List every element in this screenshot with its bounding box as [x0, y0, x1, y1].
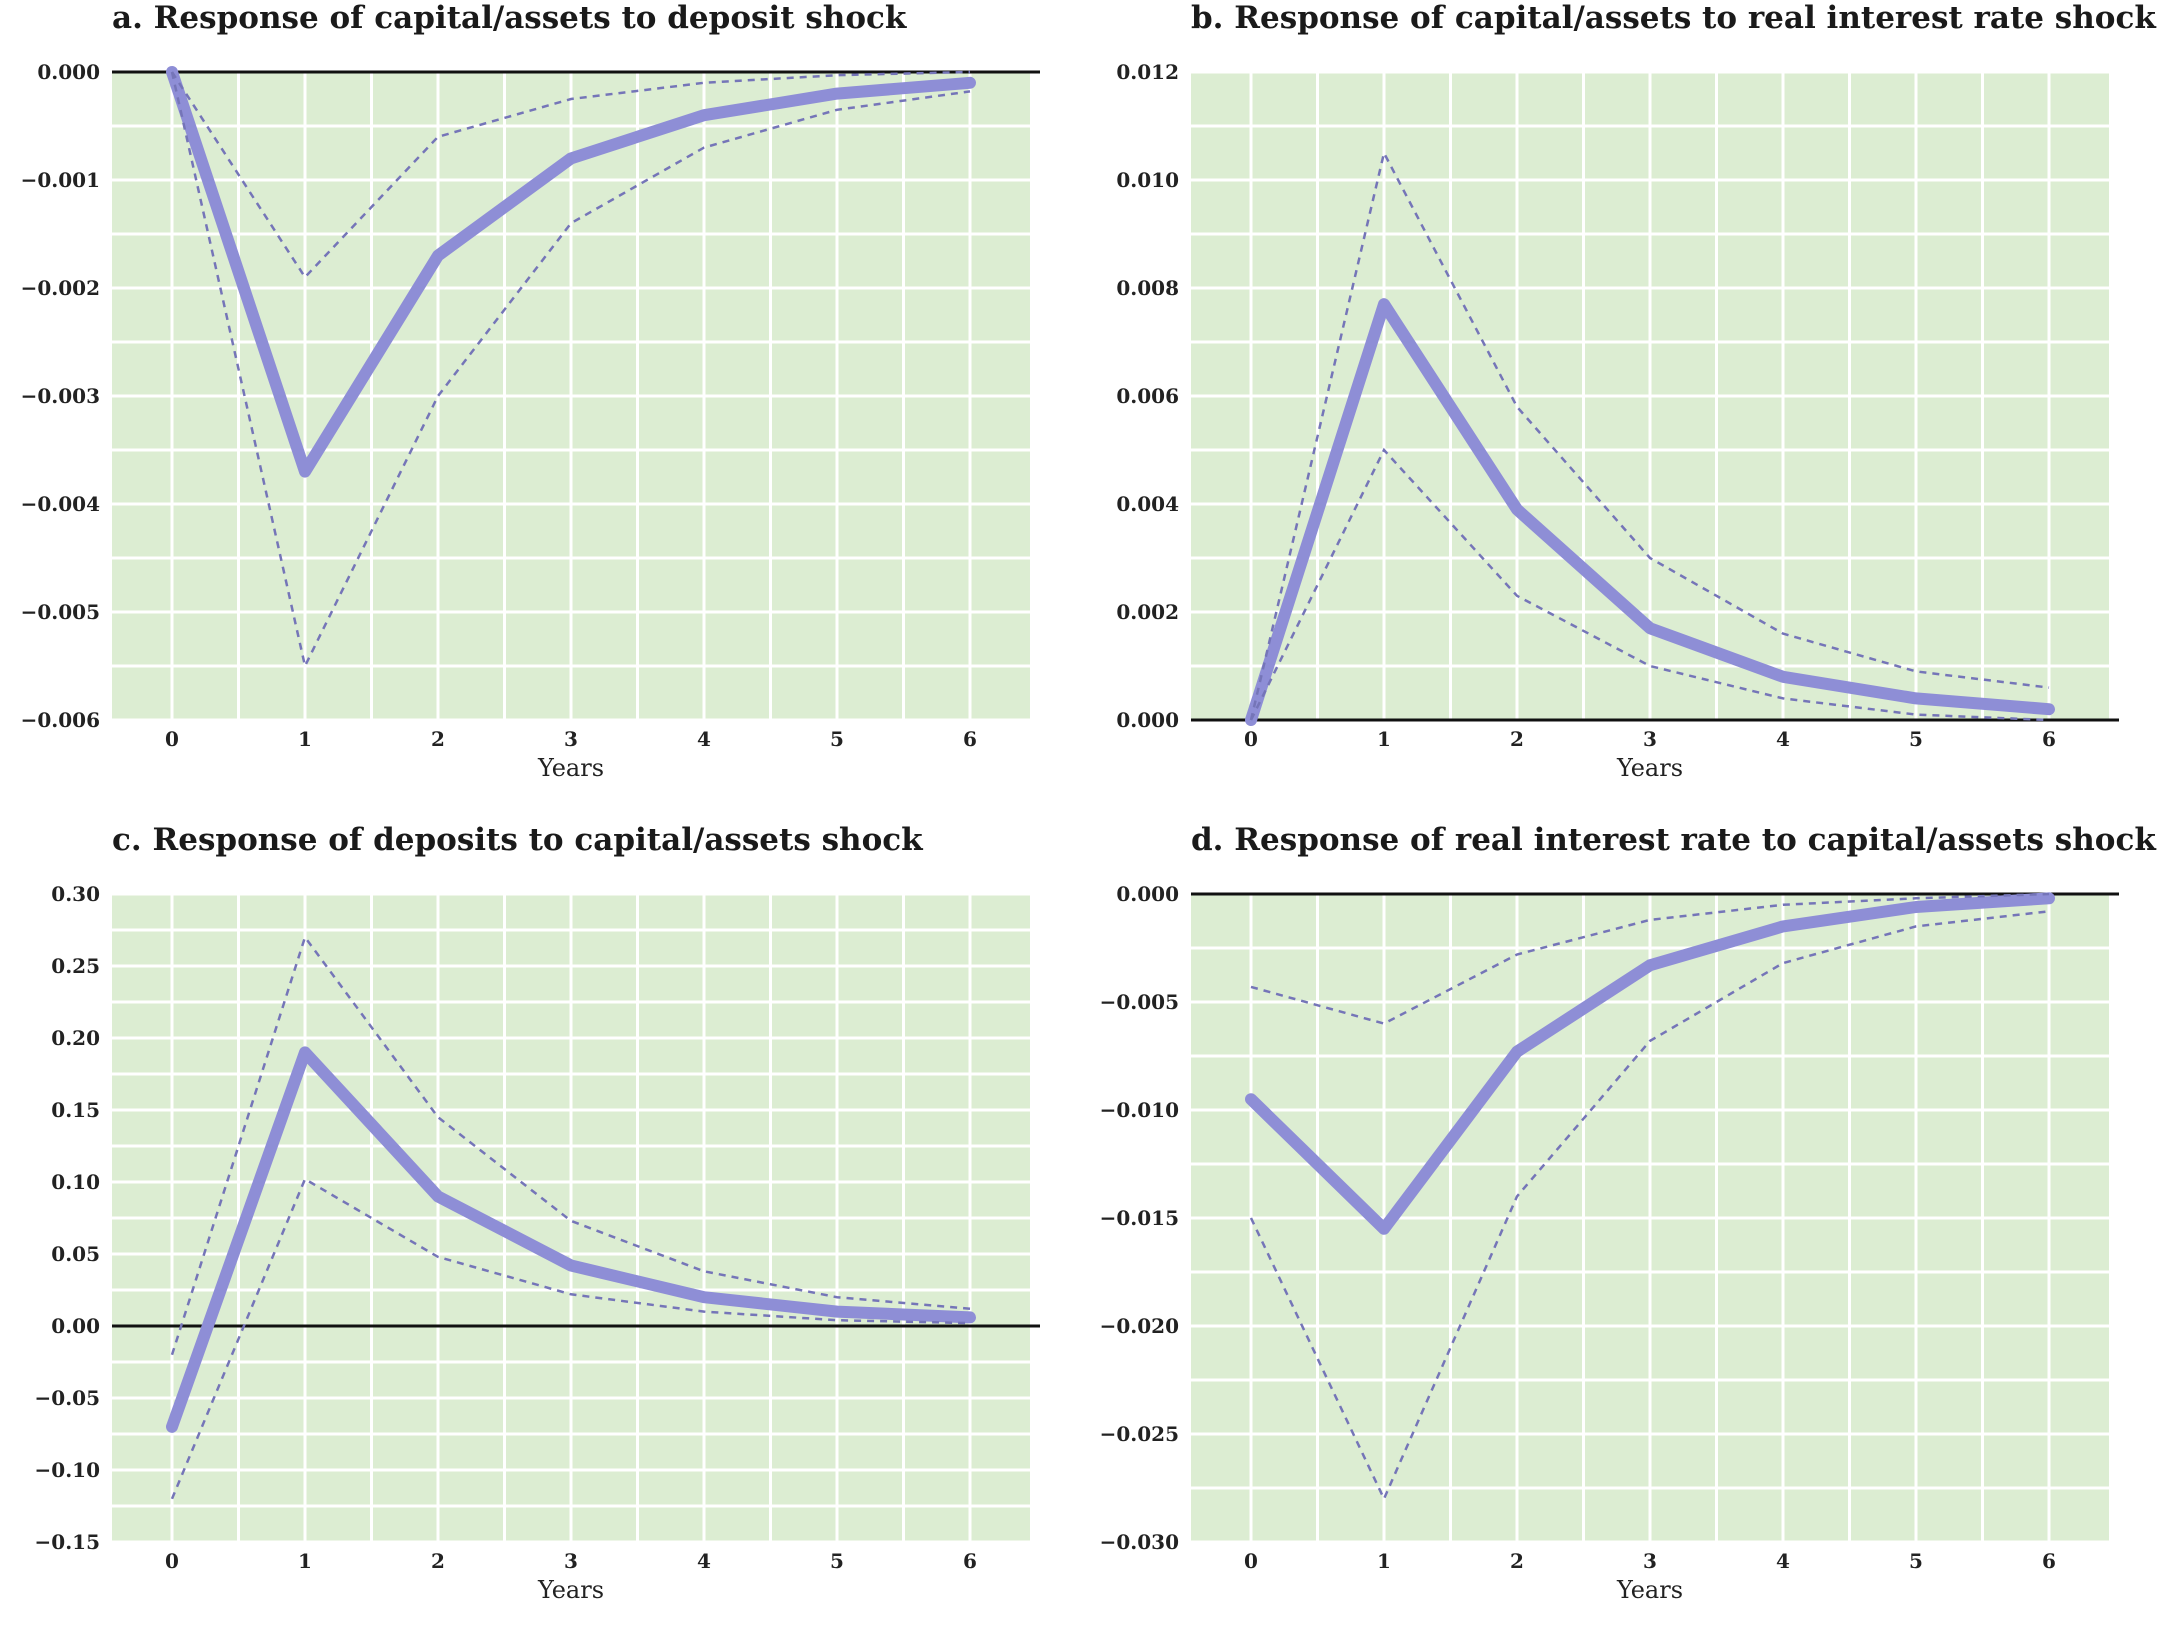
x-tick-label: 3 — [1643, 1549, 1657, 1573]
chart-a: a. Response of capital/assets to deposit… — [21, 0, 1040, 782]
y-tick-label: −0.020 — [1100, 1314, 1179, 1338]
y-tick-label: −0.005 — [21, 600, 100, 624]
y-tick-label: 0.002 — [1116, 600, 1179, 624]
y-tick-label: 0.000 — [1116, 882, 1179, 906]
y-tick-label: 0.000 — [37, 60, 100, 84]
chart-c: c. Response of deposits to capital/asset… — [35, 822, 1040, 1604]
chart-d: d. Response of real interest rate to cap… — [1100, 822, 2157, 1604]
y-tick-label: −0.015 — [1100, 1206, 1179, 1230]
y-tick-label: 0.000 — [1116, 708, 1179, 732]
series-lower-band-line — [170, 1177, 971, 1500]
series-lower-band-line — [1249, 447, 2050, 722]
x-axis-label: Years — [1616, 754, 1683, 782]
panel-c: c. Response of deposits to capital/asset… — [0, 822, 1078, 1644]
y-tick-label: −0.005 — [1100, 990, 1179, 1014]
x-tick-label: 4 — [697, 727, 711, 751]
series-upper-band-line — [1250, 892, 2050, 1025]
y-tick-label: 0.15 — [51, 1098, 100, 1122]
x-tick-label: 5 — [1909, 727, 1923, 751]
x-axis-label: Years — [1616, 1576, 1683, 1604]
y-tick-label: 0.012 — [1116, 60, 1179, 84]
y-tick-label: 0.30 — [51, 882, 100, 906]
x-axis-label: Years — [537, 754, 604, 782]
x-tick-label: 0 — [1244, 1549, 1258, 1573]
chart-b: b. Response of capital/assets to real in… — [1116, 0, 2157, 782]
panel-a: a. Response of capital/assets to deposit… — [0, 0, 1078, 822]
y-tick-label: −0.030 — [1100, 1530, 1179, 1554]
x-tick-label: 2 — [431, 727, 445, 751]
x-tick-label: 4 — [1776, 727, 1790, 751]
x-tick-label: 5 — [830, 1549, 844, 1573]
y-tick-label: −0.05 — [35, 1386, 100, 1410]
y-tick-label: −0.010 — [1100, 1098, 1179, 1122]
y-tick-label: 0.010 — [1116, 168, 1179, 192]
y-tick-label: −0.025 — [1100, 1422, 1179, 1446]
series-lower-band-line — [170, 71, 971, 670]
x-tick-label: 6 — [963, 1549, 977, 1573]
y-tick-label: −0.006 — [21, 708, 100, 732]
chart-title: b. Response of capital/assets to real in… — [1191, 0, 2157, 36]
series-response-line — [1245, 298, 2055, 726]
x-tick-label: 5 — [1909, 1549, 1923, 1573]
x-tick-label: 2 — [1510, 1549, 1524, 1573]
y-tick-label: −0.002 — [21, 276, 100, 300]
series-upper-band-line — [170, 934, 971, 1356]
x-tick-label: 4 — [1776, 1549, 1790, 1573]
x-tick-label: 1 — [298, 1549, 312, 1573]
chart-title: a. Response of capital/assets to deposit… — [112, 0, 908, 36]
y-tick-label: 0.006 — [1116, 384, 1179, 408]
y-tick-label: 0.25 — [51, 954, 100, 978]
y-tick-label: −0.004 — [21, 492, 100, 516]
x-tick-label: 3 — [564, 727, 578, 751]
series-lower-band-line — [1249, 910, 2050, 1502]
x-tick-label: 3 — [1643, 727, 1657, 751]
x-tick-label: 6 — [963, 727, 977, 751]
panel-b: b. Response of capital/assets to real in… — [1079, 0, 2157, 822]
series-response-line — [1245, 892, 2055, 1235]
x-tick-label: 4 — [697, 1549, 711, 1573]
chart-title: d. Response of real interest rate to cap… — [1191, 822, 2157, 858]
series-upper-band-line — [1249, 149, 2050, 721]
y-tick-label: 0.10 — [51, 1170, 100, 1194]
y-tick-label: 0.20 — [51, 1026, 100, 1050]
x-tick-label: 0 — [165, 1549, 179, 1573]
x-tick-label: 6 — [2042, 727, 2056, 751]
y-tick-label: −0.10 — [35, 1458, 100, 1482]
y-tick-label: −0.003 — [21, 384, 100, 408]
y-tick-label: 0.05 — [51, 1242, 100, 1266]
x-tick-label: 5 — [830, 727, 844, 751]
series-upper-band-line — [170, 70, 971, 280]
x-tick-label: 2 — [431, 1549, 445, 1573]
x-axis-label: Years — [537, 1576, 604, 1604]
x-tick-label: 2 — [1510, 727, 1524, 751]
y-tick-label: 0.008 — [1116, 276, 1179, 300]
y-tick-label: 0.004 — [1116, 492, 1179, 516]
chart-title: c. Response of deposits to capital/asset… — [112, 822, 924, 858]
x-tick-label: 1 — [1377, 727, 1391, 751]
series-response-line — [166, 1046, 976, 1433]
x-tick-label: 6 — [2042, 1549, 2056, 1573]
series-response-line — [166, 66, 976, 478]
y-tick-label: 0.00 — [51, 1314, 100, 1338]
y-tick-label: −0.15 — [35, 1530, 100, 1554]
panel-d: d. Response of real interest rate to cap… — [1079, 822, 2157, 1644]
x-tick-label: 0 — [165, 727, 179, 751]
x-tick-label: 3 — [564, 1549, 578, 1573]
x-tick-label: 0 — [1244, 727, 1258, 751]
x-tick-label: 1 — [298, 727, 312, 751]
y-tick-label: −0.001 — [21, 168, 100, 192]
x-tick-label: 1 — [1377, 1549, 1391, 1573]
